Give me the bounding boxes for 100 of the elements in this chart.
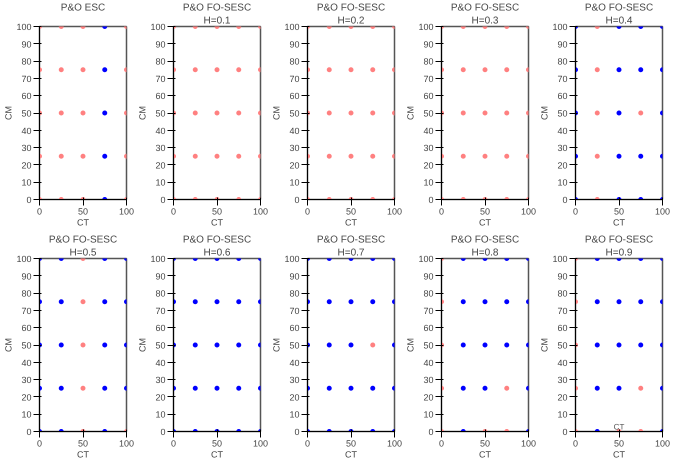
x-axis-title: CT [77,450,90,460]
x-tick-label: 100 [386,206,402,216]
x-tick-label: 0 [438,438,444,448]
y-tick-label: 70 [155,306,166,316]
y-tick-label: 10 [557,178,568,188]
y-tick-label: 60 [289,323,300,334]
y-tick-label: 50 [289,108,300,118]
y-tick-label: 20 [21,392,32,402]
y-tick-label: 90 [21,39,32,50]
x-tick-label: 50 [614,438,624,448]
y-axis-title: CM [539,338,550,352]
chart-subtitle: H=0.7 [338,248,365,258]
y-tick-label: 100 [552,22,568,32]
x-axis-title: CT [479,218,492,228]
y-tick-label: 40 [155,126,166,136]
y-tick-label: 90 [155,39,166,50]
x-tick-label: 100 [118,438,134,448]
chart-title: P&O FO-SESC [450,2,520,14]
x-axis-title: CT [345,450,358,460]
y-tick-label: 90 [557,271,568,282]
chart-title: P&O FO-SESC [182,234,252,246]
y-axis-title: CM [271,338,282,352]
y-tick-label: 90 [289,271,300,282]
y-tick-label: 30 [423,375,434,386]
y-axis-title: CM [405,338,416,352]
x-tick-label: 0 [572,206,578,216]
y-tick-label: 20 [289,160,300,170]
x-tick-label: 0 [304,438,310,448]
y-tick-label: 60 [21,91,32,102]
y-tick-label: 20 [155,392,166,402]
y-tick-label: 40 [557,126,568,136]
y-tick-label: 40 [21,126,32,136]
chart-title: P&O FO-SESC [584,234,654,246]
y-tick-label: 30 [557,375,568,386]
y-tick-label: 60 [21,323,32,334]
y-axis-title: CM [137,338,148,352]
x-tick-label: 100 [654,206,670,216]
chart-subtitle: H=0.5 [70,248,97,258]
y-tick-label: 10 [155,178,166,188]
y-tick-label: 70 [289,306,300,316]
y-tick-label: 60 [557,91,568,102]
y-tick-label: 0 [428,195,434,205]
chart-subtitle: H=0.2 [338,16,365,26]
x-tick-label: 50 [78,438,88,448]
y-tick-label: 70 [557,74,568,84]
y-tick-label: 30 [423,143,434,154]
y-tick-label: 80 [289,56,300,67]
y-tick-label: 0 [160,195,166,205]
y-tick-label: 70 [423,74,434,84]
y-tick-label: 20 [289,392,300,402]
y-tick-label: 90 [557,39,568,50]
y-tick-label: 70 [21,306,32,316]
x-tick-label: 50 [346,438,356,448]
y-tick-label: 60 [289,91,300,102]
x-tick-label: 0 [170,438,176,448]
y-tick-label: 30 [21,143,32,154]
y-tick-label: 50 [21,340,32,350]
y-tick-label: 20 [155,160,166,170]
x-tick-label: 0 [438,206,444,216]
y-tick-label: 100 [418,254,434,264]
y-tick-label: 40 [423,126,434,136]
y-tick-label: 100 [284,254,300,264]
chart-title: P&O FO-SESC [182,2,252,14]
x-tick-label: 0 [36,206,42,216]
y-tick-label: 50 [155,340,166,350]
y-tick-label: 80 [557,56,568,67]
y-tick-label: 40 [423,358,434,368]
y-tick-label: 0 [562,427,568,437]
chart-subtitle: H=0.3 [472,16,499,26]
y-axis-title: CM [271,106,282,120]
y-tick-label: 20 [21,160,32,170]
y-tick-label: 60 [155,91,166,102]
chart-subtitle: H=0.8 [472,248,499,258]
y-tick-label: 0 [562,195,568,205]
y-tick-label: 100 [150,22,166,32]
y-tick-label: 60 [557,323,568,334]
y-tick-label: 0 [294,427,300,437]
y-tick-label: 80 [423,288,434,299]
chart-subtitle: H=0.4 [606,16,633,26]
y-tick-label: 80 [289,288,300,299]
chart-title: P&O FO-SESC [48,234,118,246]
y-tick-label: 80 [21,288,32,299]
y-axis-title: CM [137,106,148,120]
y-tick-label: 80 [21,56,32,67]
y-tick-label: 50 [423,108,434,118]
x-axis-title: CT [211,218,224,228]
x-axis-title: CT [613,450,626,460]
y-tick-label: 100 [16,22,32,32]
x-tick-label: 50 [212,438,222,448]
x-tick-label: 0 [572,438,578,448]
x-tick-label: 50 [78,206,88,216]
y-tick-label: 60 [423,91,434,102]
y-tick-label: 0 [26,195,32,205]
chart-title: P&O ESC [60,2,106,14]
y-tick-label: 90 [289,39,300,50]
x-axis-title: CT [345,218,358,228]
y-tick-label: 80 [155,288,166,299]
y-tick-label: 30 [289,143,300,154]
y-tick-label: 60 [423,323,434,334]
y-tick-label: 10 [423,178,434,188]
